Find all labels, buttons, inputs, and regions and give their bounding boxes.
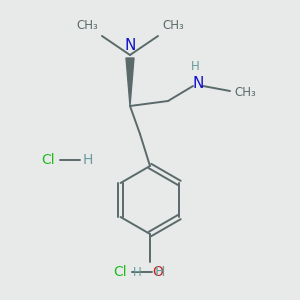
Text: H: H <box>133 266 142 278</box>
Polygon shape <box>126 58 134 106</box>
Text: CH₃: CH₃ <box>76 19 98 32</box>
Text: H: H <box>83 153 93 167</box>
Text: O: O <box>152 265 163 279</box>
Text: Cl: Cl <box>41 153 55 167</box>
Text: Cl: Cl <box>113 265 127 279</box>
Text: H: H <box>190 60 200 73</box>
Text: CH₃: CH₃ <box>162 19 184 32</box>
Text: N: N <box>192 76 204 91</box>
Text: CH₃: CH₃ <box>234 86 256 100</box>
Text: H: H <box>155 265 165 279</box>
Text: N: N <box>124 38 136 53</box>
